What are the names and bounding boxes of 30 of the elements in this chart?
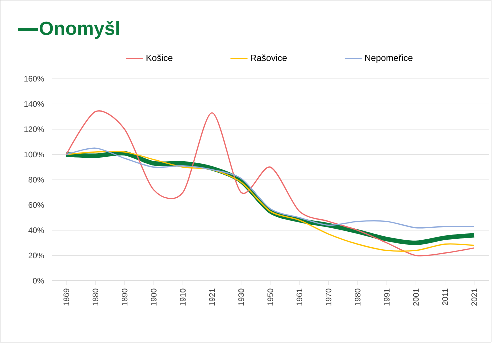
y-tick-label: 120% (24, 126, 44, 132)
x-tick-label: 1930 (238, 288, 244, 306)
legend-label: Rašovice (251, 54, 287, 62)
x-tick-label: 1961 (296, 288, 302, 306)
y-tick-label: 20% (28, 252, 44, 259)
y-tick-label: 80% (28, 177, 44, 183)
x-tick-label: 1869 (64, 288, 70, 306)
line-series (66, 148, 476, 229)
x-tick-label: 1970 (326, 288, 332, 306)
y-tick-label: 100% (24, 152, 44, 158)
legend-label: Onomyšl (40, 20, 120, 40)
legend-label: Nepomeřice (365, 54, 413, 64)
x-tick-label: 2001 (413, 288, 420, 306)
x-tick-label: 1900 (151, 288, 157, 306)
x-tick-label: 1980 (355, 288, 361, 306)
x-tick-label: 1910 (180, 288, 186, 306)
x-tick-label: 1921 (209, 288, 216, 306)
x-tick-label: 1890 (122, 288, 128, 306)
x-tick-label: 2011 (442, 288, 448, 306)
x-tick-label: 2021 (472, 288, 478, 306)
y-tick-label: 140% (24, 101, 44, 108)
legend-label: Košice (146, 54, 173, 62)
y-tick-label: 40% (28, 228, 44, 234)
y-tick-label: 160% (24, 76, 44, 82)
x-tick-label: 1880 (92, 288, 99, 306)
x-tick-label: 1991 (384, 288, 390, 306)
y-tick-label: 60% (28, 202, 44, 208)
x-tick-label: 1950 (268, 288, 274, 306)
y-tick-label: 0% (33, 278, 44, 284)
line-series (66, 110, 476, 257)
